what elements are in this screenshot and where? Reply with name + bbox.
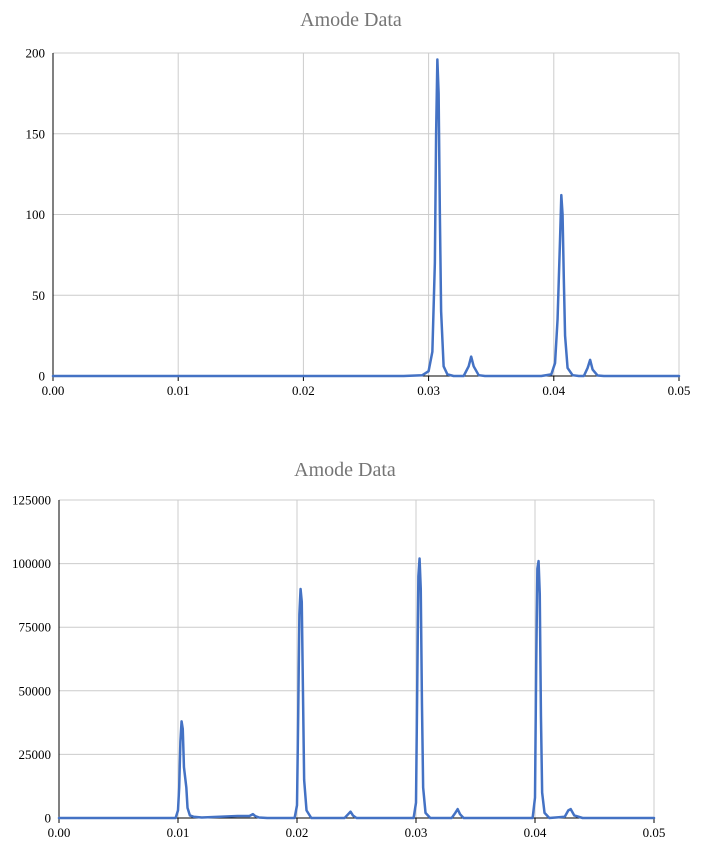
chart-2-plot [57, 557, 656, 820]
chart-1-xticks: 0.00 0.01 0.02 0.03 0.04 0.05 [42, 376, 691, 398]
x-tick-label: 0.03 [417, 383, 440, 398]
x-tick-label: 0.02 [292, 383, 315, 398]
y-tick-label: 150 [26, 126, 46, 141]
x-tick-label: 0.01 [167, 825, 190, 840]
x-tick-label: 0.02 [286, 825, 309, 840]
y-tick-label: 75000 [19, 620, 52, 635]
x-tick-label: 0.03 [405, 825, 428, 840]
x-tick-label: 0.00 [48, 825, 71, 840]
y-tick-label: 0 [45, 811, 52, 826]
x-tick-label: 0.05 [668, 383, 691, 398]
y-tick-label: 100000 [12, 556, 51, 571]
chart-1: Amode Data 0 50 100 150 200 0.00 0.01 0.02 0.03… [26, 9, 691, 398]
y-tick-label: 25000 [19, 747, 52, 762]
x-tick-label: 0.05 [643, 825, 666, 840]
chart-1-plot [51, 58, 681, 378]
chart-2-grid [58, 499, 655, 819]
y-tick-label: 100 [26, 207, 46, 222]
chart-2-xticks: 0.00 0.01 0.02 0.03 0.04 0.05 [48, 818, 666, 840]
chart-2: Amode Data 0250005000075000100000125000 … [12, 459, 665, 840]
y-tick-label: 200 [26, 46, 46, 61]
chart-1-grid [52, 52, 680, 377]
x-tick-label: 0.01 [167, 383, 190, 398]
chart-2-title: Amode Data [294, 459, 396, 481]
chart-2-yticks: 0 25000 50000 75000 100000 125000 [12, 493, 51, 826]
x-tick-label: 0.00 [42, 383, 65, 398]
x-tick-label: 0.04 [524, 825, 547, 840]
series-line [51, 58, 681, 378]
y-tick-label: 0 [39, 369, 46, 384]
chart-1-title: Amode Data [300, 9, 402, 31]
series-line [57, 557, 656, 820]
chart-1-yticks: 0 50 100 150 200 [26, 46, 46, 384]
x-tick-label: 0.04 [542, 383, 565, 398]
y-tick-label: 50 [32, 288, 45, 303]
y-tick-label: 50000 [19, 683, 52, 698]
y-tick-label: 125000 [12, 493, 51, 508]
